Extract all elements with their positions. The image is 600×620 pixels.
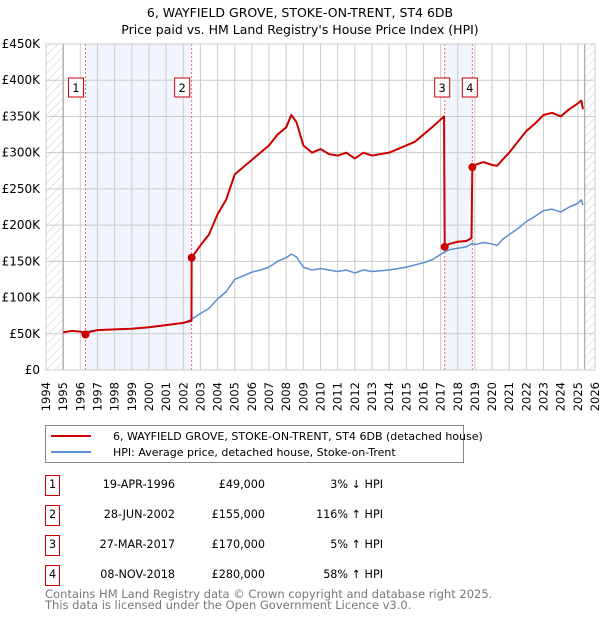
sale-number-badge: 1 (45, 475, 60, 496)
y-tick-label: £200K (2, 218, 42, 232)
x-tick-label: 1998 (108, 382, 122, 411)
x-tick-label: 2021 (502, 382, 516, 411)
sale-price: £280,000 (211, 568, 265, 581)
x-tick-label: 2018 (451, 382, 465, 411)
property-price-line (62, 99, 584, 336)
y-tick-label: £0 (25, 363, 40, 377)
x-tick-label: 2010 (314, 382, 328, 411)
price-chart: 1994 1995 1996 1997 1998 1999 2000 2001 2002 2003… (2, 37, 600, 411)
y-tick-label: £100K (2, 291, 42, 305)
y-tick-label: £50K (9, 327, 41, 341)
x-tick-label: 2004 (211, 382, 225, 411)
x-tick-label: 2005 (228, 382, 242, 411)
x-tick-label: 2017 (434, 382, 448, 411)
ownership-shade (444, 44, 473, 370)
sale-point (187, 253, 196, 262)
legend-swatch-blue (51, 451, 91, 453)
no-data-hatch-left (46, 44, 64, 370)
x-tick-label: 2015 (399, 382, 413, 411)
y-tick-label: £450K (2, 37, 42, 51)
x-tick-label: 2008 (279, 382, 293, 411)
x-tick-label: 2006 (245, 382, 259, 411)
x-tick-label: 2002 (176, 382, 190, 411)
hpi-comparison: 3% ↓ HPI (330, 478, 383, 491)
sale-number-badge: 4 (45, 565, 60, 586)
sale-marker-box (174, 77, 191, 98)
chart-title: 6, WAYFIELD GROVE, STOKE-ON-TRENT, ST4 6… (146, 5, 454, 20)
x-tick-label: 2007 (262, 382, 276, 411)
x-tick-label: 1996 (73, 382, 87, 411)
sale-price: £49,000 (218, 478, 265, 491)
y-tick-label: £400K (2, 73, 42, 87)
x-tick-label: 2011 (331, 382, 345, 411)
x-tick-label: 2022 (519, 382, 533, 411)
y-tick-label: £350K (2, 109, 42, 123)
sale-date: 08-NOV-2018 (100, 568, 175, 581)
x-tick-label: 1999 (125, 382, 139, 411)
sale-marker-label: 4 (466, 81, 473, 95)
sale-marker-label: 2 (178, 81, 185, 95)
legend-item-property: 6, WAYFIELD GROVE, STOKE-ON-TRENT, ST4 6… (46, 428, 483, 444)
footer-line-1: Contains HM Land Registry data © Crown c… (45, 587, 493, 601)
sale-date: 19-APR-1996 (102, 478, 175, 491)
hpi-comparison: 5% ↑ HPI (330, 538, 383, 551)
x-tick-label: 2026 (588, 382, 600, 411)
legend-swatch-red (51, 435, 91, 437)
x-tick-label: 1995 (56, 382, 70, 411)
x-tick-label: 1997 (90, 382, 104, 411)
y-tick-label: £150K (2, 254, 42, 268)
sale-price: £155,000 (211, 508, 265, 521)
x-tick-label: 2016 (416, 382, 430, 411)
x-tick-label: 2013 (365, 382, 379, 411)
y-tick-label: £250K (2, 182, 42, 196)
legend-label: 6, WAYFIELD GROVE, STOKE-ON-TRENT, ST4 6… (113, 429, 483, 443)
sale-number-badge: 3 (45, 535, 60, 556)
x-tick-label: 2019 (468, 382, 482, 411)
hpi-comparison: 58% ↑ HPI (323, 568, 383, 581)
sale-date: 28-JUN-2002 (103, 508, 175, 521)
sale-point (468, 163, 477, 172)
sale-marker-label: 1 (72, 81, 79, 95)
sale-marker-box (67, 77, 84, 98)
sale-marker-box (461, 77, 478, 98)
ownership-shade (85, 44, 192, 370)
legend-item-hpi: HPI: Average price, detached house, Stok… (46, 444, 396, 460)
sale-marker-box (434, 77, 451, 98)
x-tick-label: 2009 (296, 382, 310, 411)
hpi-comparison: 116% ↑ HPI (316, 508, 383, 521)
x-tick-label: 2024 (554, 382, 568, 411)
x-tick-label: 2003 (193, 382, 207, 411)
sale-marker-label: 3 (439, 81, 446, 95)
footer-line-2: This data is licensed under the Open Gov… (45, 598, 412, 612)
plot-border (45, 43, 596, 371)
sale-date: 27-MAR-2017 (99, 538, 175, 551)
y-tick-label: £300K (2, 146, 42, 160)
x-tick-label: 2012 (348, 382, 362, 411)
legend: 6, WAYFIELD GROVE, STOKE-ON-TRENT, ST4 6… (45, 425, 483, 463)
footer: Contains HM Land Registry data © Crown c… (45, 587, 493, 612)
legend-label: HPI: Average price, detached house, Stok… (113, 445, 396, 459)
x-tick-label: 1994 (39, 382, 53, 411)
sale-point (440, 242, 449, 251)
x-tick-label: 2001 (159, 382, 173, 411)
x-tick-label: 2025 (571, 382, 585, 411)
x-tick-label: 2023 (537, 382, 551, 411)
x-tick-label: 2000 (142, 382, 156, 411)
sale-point (81, 330, 90, 339)
no-data-hatch-right (584, 44, 595, 370)
x-tick-label: 2020 (485, 382, 499, 411)
x-tick-label: 2014 (382, 382, 396, 411)
sale-number-badge: 2 (45, 505, 60, 526)
chart-subtitle: Price paid vs. HM Land Registry's House … (121, 22, 479, 37)
sale-price: £170,000 (211, 538, 265, 551)
